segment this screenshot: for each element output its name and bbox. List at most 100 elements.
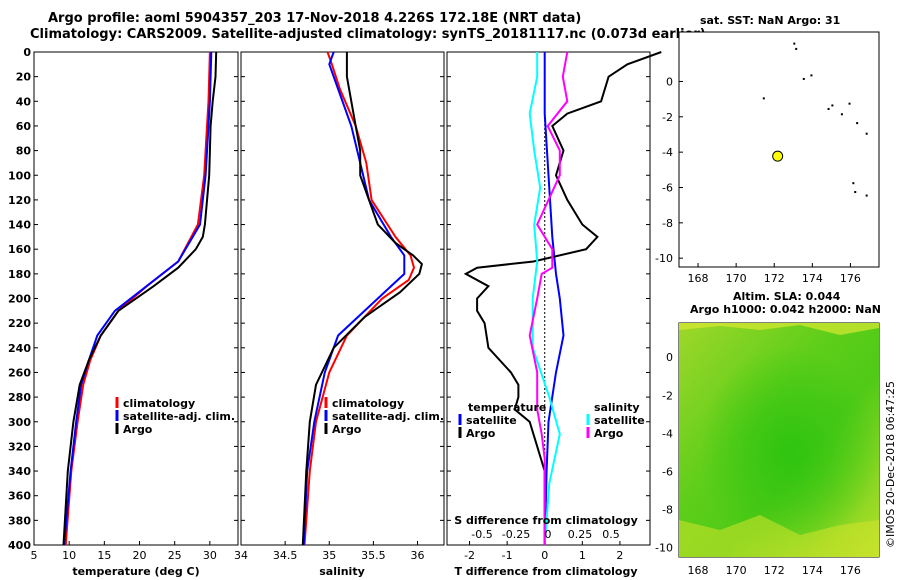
sla-map-xtick-label: 172 <box>764 564 785 577</box>
difference-xtick-label: -1 <box>502 549 513 562</box>
salinity-xlabel: salinity <box>319 565 365 578</box>
salinity-series-0 <box>303 51 416 546</box>
difference-legend-title-left: temperature <box>468 401 546 414</box>
depth-tick-label: 360 <box>8 490 31 503</box>
sst-map-title: sat. SST: NaN Argo: 31 <box>700 14 841 27</box>
temperature-series-1 <box>63 51 213 546</box>
temperature-xtick-label: 5 <box>31 549 38 562</box>
depth-tick-label: 160 <box>8 243 31 256</box>
sla-low-band <box>679 515 879 557</box>
difference-legend-label: satellite <box>594 414 645 427</box>
temperature-series-2 <box>62 51 218 546</box>
sst-map-xtick-label: 172 <box>764 272 785 285</box>
salinity-plot-frame <box>240 51 445 546</box>
sst-map-ytick-label: -2 <box>662 111 673 124</box>
sst-map-island <box>802 77 805 80</box>
difference-xtick-label: 1 <box>579 549 586 562</box>
sst-map-ytick-label: -8 <box>662 217 673 230</box>
salinity-xtick-label: 34.5 <box>273 549 298 562</box>
sst-map-xtick-label: 174 <box>802 272 823 285</box>
depth-tick-label: 0 <box>23 46 31 59</box>
plot-title-line1: Argo profile: aoml 5904357_203 17-Nov-20… <box>48 11 582 26</box>
temperature-xtick-label: 20 <box>133 549 147 562</box>
depth-tick-label: 20 <box>16 71 32 84</box>
difference-xlabel: T difference from climatology <box>454 565 637 578</box>
temperature-legend-label: Argo <box>123 423 153 436</box>
depth-tick-label: 40 <box>16 95 32 108</box>
sst-map-island <box>810 74 813 77</box>
sst-map-island <box>865 132 868 135</box>
difference-series-1 <box>463 51 662 545</box>
sst-map-island <box>848 102 851 105</box>
plot-title-line2: Climatology: CARS2009. Satellite-adjuste… <box>30 27 706 42</box>
depth-tick-label: 400 <box>8 539 31 552</box>
salinity-legend-label: satellite-adj. clim. <box>332 410 444 423</box>
difference-secondary-tick-label: -0.5 <box>471 528 492 541</box>
sla-map-ytick-label: -2 <box>662 389 673 402</box>
salinity-legend-label: Argo <box>332 423 362 436</box>
sst-map-island <box>856 122 859 125</box>
sst-map-island <box>827 107 830 110</box>
sst-map-island <box>854 191 857 194</box>
sst-map-xtick-label: 168 <box>688 272 709 285</box>
difference-secondary-tick-label: 0.5 <box>602 528 620 541</box>
temperature-legend-label: climatology <box>123 397 195 410</box>
depth-tick-label: 280 <box>8 391 31 404</box>
depth-tick-label: 240 <box>8 342 31 355</box>
sst-map-frame <box>678 31 880 268</box>
depth-tick-label: 320 <box>8 440 31 453</box>
salinity-legend-label: climatology <box>332 397 404 410</box>
salinity-xtick-label: 35.5 <box>361 549 386 562</box>
difference-legend-label: Argo <box>466 427 496 440</box>
sst-map-island <box>795 47 798 50</box>
sst-map-island <box>852 182 855 185</box>
temperature-legend-label: satellite-adj. clim. <box>123 410 235 423</box>
difference-xtick-label: -2 <box>464 549 475 562</box>
sla-map-xtick-label: 174 <box>802 564 823 577</box>
difference-series-0 <box>543 52 565 546</box>
sla-map-ytick-label: -6 <box>662 465 673 478</box>
sla-map-ytick-label: -8 <box>662 503 673 516</box>
sst-map-ytick-label: -4 <box>662 146 673 159</box>
salinity-xtick-label: 35 <box>322 549 336 562</box>
temperature-xtick-label: 30 <box>203 549 217 562</box>
depth-tick-label: 380 <box>8 514 31 527</box>
sla-map-title-line2: Argo h1000: 0.042 h2000: NaN <box>690 303 882 316</box>
sst-map-island <box>831 104 834 107</box>
sst-map-island <box>840 113 843 116</box>
sst-map-island <box>762 97 765 100</box>
sla-map-ytick-label: 0 <box>666 351 673 364</box>
sst-map-island <box>793 42 796 45</box>
sla-map-xtick-label: 176 <box>840 564 861 577</box>
depth-tick-label: 220 <box>8 317 31 330</box>
difference-legend-label: satellite <box>466 414 517 427</box>
sst-map-ytick-label: -6 <box>662 181 673 194</box>
sla-map-xtick-label: 170 <box>726 564 747 577</box>
depth-tick-label: 60 <box>16 120 32 133</box>
sla-map-ytick-label: -4 <box>662 427 673 440</box>
difference-legend-label: Argo <box>594 427 624 440</box>
sla-heatmap-shading <box>679 323 879 557</box>
difference-secondary-tick-label: -0.25 <box>502 528 530 541</box>
salinity-xtick-label: 34 <box>234 549 248 562</box>
depth-tick-label: 140 <box>8 219 31 232</box>
difference-secondary-axis-label: S difference from climatology <box>454 514 638 527</box>
depth-tick-label: 260 <box>8 366 31 379</box>
depth-tick-label: 100 <box>8 169 31 182</box>
depth-tick-label: 180 <box>8 268 31 281</box>
temperature-xtick-label: 15 <box>97 549 111 562</box>
difference-legend-title-right: salinity <box>594 401 640 414</box>
depth-tick-label: 300 <box>8 416 31 429</box>
depth-tick-label: 120 <box>8 194 31 207</box>
sst-map-ytick-label: 0 <box>666 75 673 88</box>
temperature-xtick-label: 10 <box>62 549 76 562</box>
sst-map-ytick-label: -10 <box>655 252 673 265</box>
sla-high-band <box>679 323 879 335</box>
difference-xtick-label: 0 <box>541 549 548 562</box>
sla-map-title-line1: Altim. SLA: 0.044 <box>733 290 841 303</box>
sst-map-xtick-label: 170 <box>726 272 747 285</box>
difference-series-3 <box>528 51 569 545</box>
salinity-xtick-label: 36 <box>411 549 425 562</box>
sst-map-xtick-label: 176 <box>840 272 861 285</box>
imos-watermark: ©IMOS 20-Dec-2018 06:47:25 <box>884 381 897 548</box>
